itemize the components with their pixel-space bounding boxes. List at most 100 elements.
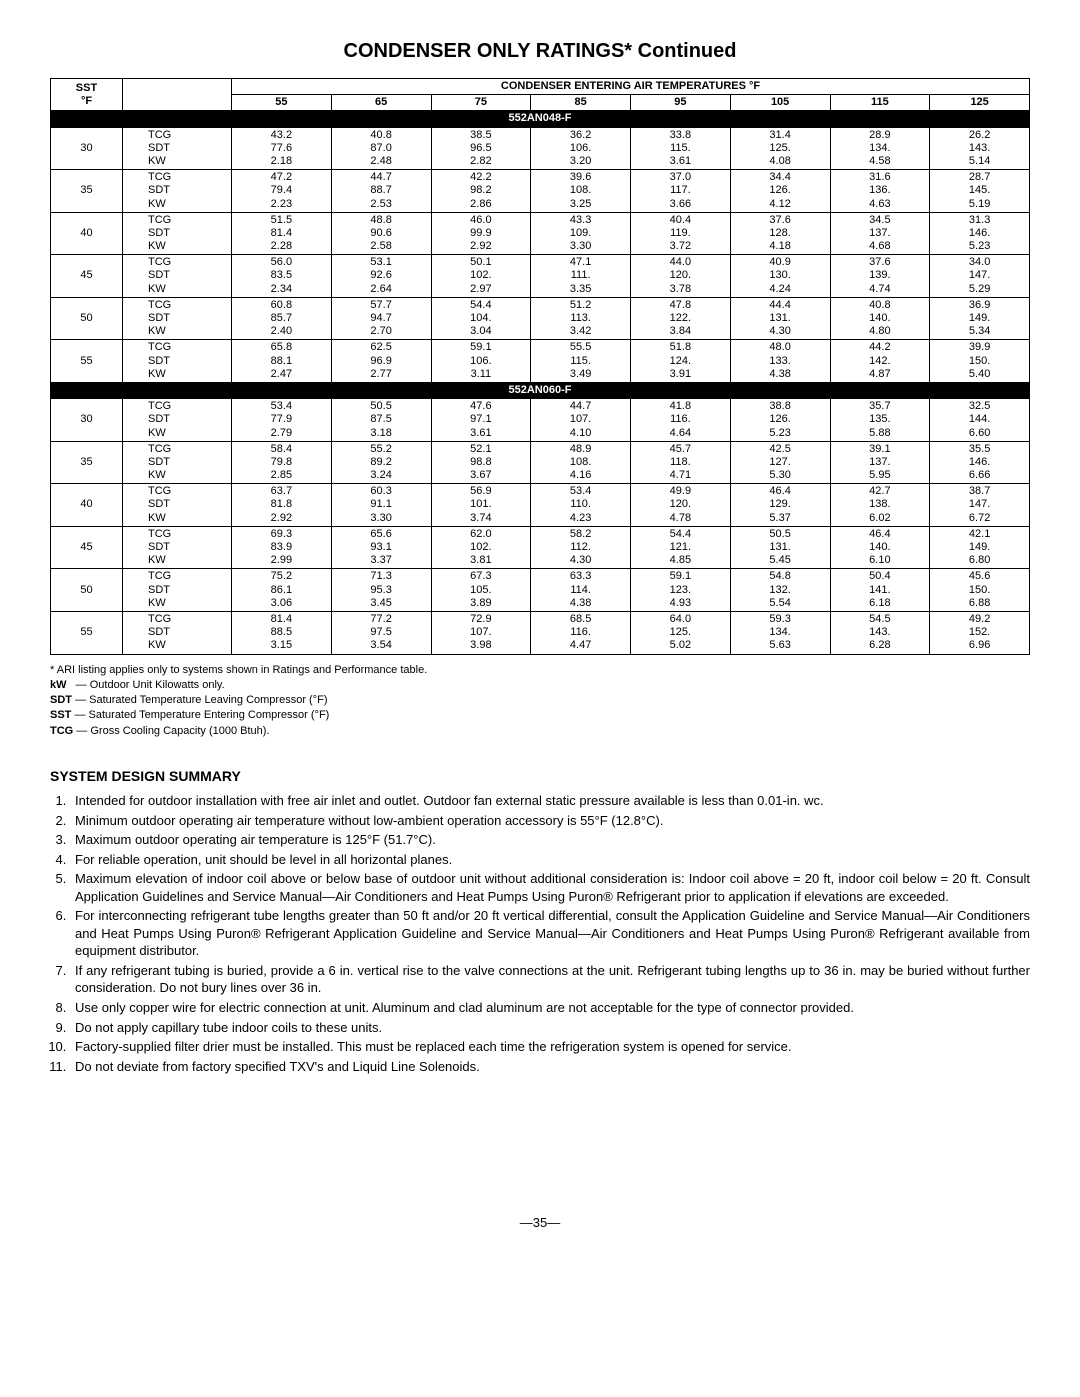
data-cell: 50.1102.2.97 <box>431 255 531 298</box>
data-cell: 44.2142.4.87 <box>830 340 930 383</box>
data-cell: 39.6108.3.25 <box>531 170 631 213</box>
sst-cell: 45 <box>51 526 123 569</box>
data-cell: 26.2143.5.14 <box>930 127 1030 170</box>
data-cell: 28.9134.4.58 <box>830 127 930 170</box>
param-cell: TCGSDTKW <box>123 297 232 340</box>
data-cell: 51.581.42.28 <box>232 212 332 255</box>
param-cell: TCGSDTKW <box>123 212 232 255</box>
data-cell: 42.7138.6.02 <box>830 484 930 527</box>
data-cell: 46.4129.5.37 <box>730 484 830 527</box>
data-cell: 55.5115.3.49 <box>531 340 631 383</box>
col-header-temp: 75 <box>431 95 531 111</box>
data-cell: 40.9130.4.24 <box>730 255 830 298</box>
param-cell: TCGSDTKW <box>123 399 232 442</box>
data-cell: 54.8132.5.54 <box>730 569 830 612</box>
param-cell: TCGSDTKW <box>123 255 232 298</box>
design-item: For interconnecting refrigerant tube len… <box>70 907 1030 960</box>
sst-cell: 50 <box>51 297 123 340</box>
data-cell: 59.1106.3.11 <box>431 340 531 383</box>
data-cell: 42.298.22.86 <box>431 170 531 213</box>
fn-sst-label: SST <box>50 709 71 721</box>
data-cell: 37.6139.4.74 <box>830 255 930 298</box>
sst-cell: 40 <box>51 484 123 527</box>
data-cell: 34.0147.5.29 <box>930 255 1030 298</box>
design-item: Maximum outdoor operating air temperatur… <box>70 831 1030 849</box>
data-cell: 55.289.23.24 <box>331 441 431 484</box>
data-cell: 37.6128.4.18 <box>730 212 830 255</box>
data-cell: 52.198.83.67 <box>431 441 531 484</box>
fn-sdt-text: — Saturated Temperature Leaving Compress… <box>75 694 327 706</box>
data-cell: 40.8140.4.80 <box>830 297 930 340</box>
data-cell: 43.3109.3.30 <box>531 212 631 255</box>
data-cell: 38.8126.5.23 <box>730 399 830 442</box>
design-summary-heading: SYSTEM DESIGN SUMMARY <box>50 768 1030 784</box>
col-header-temp: 115 <box>830 95 930 111</box>
data-cell: 59.1123.4.93 <box>631 569 731 612</box>
ratings-table: SST°F CONDENSER ENTERING AIR TEMPERATURES… <box>50 78 1030 655</box>
data-cell: 47.697.13.61 <box>431 399 531 442</box>
page-number: —35— <box>50 1215 1030 1230</box>
model-header: 552AN048-F <box>51 111 1030 127</box>
data-cell: 69.383.92.99 <box>232 526 332 569</box>
col-header-ceat: CONDENSER ENTERING AIR TEMPERATURES °F <box>232 79 1030 95</box>
param-cell: TCGSDTKW <box>123 441 232 484</box>
data-cell: 75.286.13.06 <box>232 569 332 612</box>
data-cell: 56.083.52.34 <box>232 255 332 298</box>
data-cell: 58.479.82.85 <box>232 441 332 484</box>
design-item: Do not deviate from factory specified TX… <box>70 1058 1030 1076</box>
data-cell: 51.8124.3.91 <box>631 340 731 383</box>
col-header-temp: 95 <box>631 95 731 111</box>
data-cell: 58.2112.4.30 <box>531 526 631 569</box>
data-cell: 37.0117.3.66 <box>631 170 731 213</box>
data-cell: 50.5131.5.45 <box>730 526 830 569</box>
col-header-sst: SST°F <box>51 79 123 111</box>
data-cell: 45.7118.4.71 <box>631 441 731 484</box>
data-cell: 33.8115.3.61 <box>631 127 731 170</box>
data-cell: 31.6136.4.63 <box>830 170 930 213</box>
sst-cell: 30 <box>51 127 123 170</box>
data-cell: 49.2152.6.96 <box>930 611 1030 654</box>
data-cell: 31.3146.5.23 <box>930 212 1030 255</box>
data-cell: 59.3134.5.63 <box>730 611 830 654</box>
data-cell: 71.395.33.45 <box>331 569 431 612</box>
data-cell: 49.9120.4.78 <box>631 484 731 527</box>
param-cell: TCGSDTKW <box>123 569 232 612</box>
param-cell: TCGSDTKW <box>123 484 232 527</box>
data-cell: 34.5137.4.68 <box>830 212 930 255</box>
param-cell: TCGSDTKW <box>123 526 232 569</box>
data-cell: 57.794.72.70 <box>331 297 431 340</box>
data-cell: 47.1111.3.35 <box>531 255 631 298</box>
data-cell: 53.477.92.79 <box>232 399 332 442</box>
data-cell: 42.1149.6.80 <box>930 526 1030 569</box>
data-cell: 47.8122.3.84 <box>631 297 731 340</box>
data-cell: 45.6150.6.88 <box>930 569 1030 612</box>
data-cell: 50.4141.6.18 <box>830 569 930 612</box>
data-cell: 54.4121.4.85 <box>631 526 731 569</box>
col-header-temp: 65 <box>331 95 431 111</box>
data-cell: 43.277.62.18 <box>232 127 332 170</box>
data-cell: 35.7135.5.88 <box>830 399 930 442</box>
data-cell: 63.3114.4.38 <box>531 569 631 612</box>
data-cell: 65.693.13.37 <box>331 526 431 569</box>
col-header-temp: 105 <box>730 95 830 111</box>
footnote-ari: * ARI listing applies only to systems sh… <box>50 663 1030 677</box>
data-cell: 60.391.13.30 <box>331 484 431 527</box>
data-cell: 68.5116.4.47 <box>531 611 631 654</box>
sst-cell: 30 <box>51 399 123 442</box>
sst-cell: 55 <box>51 340 123 383</box>
design-item: Minimum outdoor operating air temperatur… <box>70 812 1030 830</box>
param-cell: TCGSDTKW <box>123 340 232 383</box>
data-cell: 38.7147.6.72 <box>930 484 1030 527</box>
data-cell: 48.9108.4.16 <box>531 441 631 484</box>
data-cell: 64.0125.5.02 <box>631 611 731 654</box>
data-cell: 40.4119.3.72 <box>631 212 731 255</box>
sst-cell: 35 <box>51 170 123 213</box>
data-cell: 63.781.82.92 <box>232 484 332 527</box>
col-header-temp: 85 <box>531 95 631 111</box>
data-cell: 39.1137.5.95 <box>830 441 930 484</box>
data-cell: 48.890.62.58 <box>331 212 431 255</box>
sst-cell: 40 <box>51 212 123 255</box>
data-cell: 40.887.02.48 <box>331 127 431 170</box>
data-cell: 51.2113.3.42 <box>531 297 631 340</box>
param-cell: TCGSDTKW <box>123 611 232 654</box>
